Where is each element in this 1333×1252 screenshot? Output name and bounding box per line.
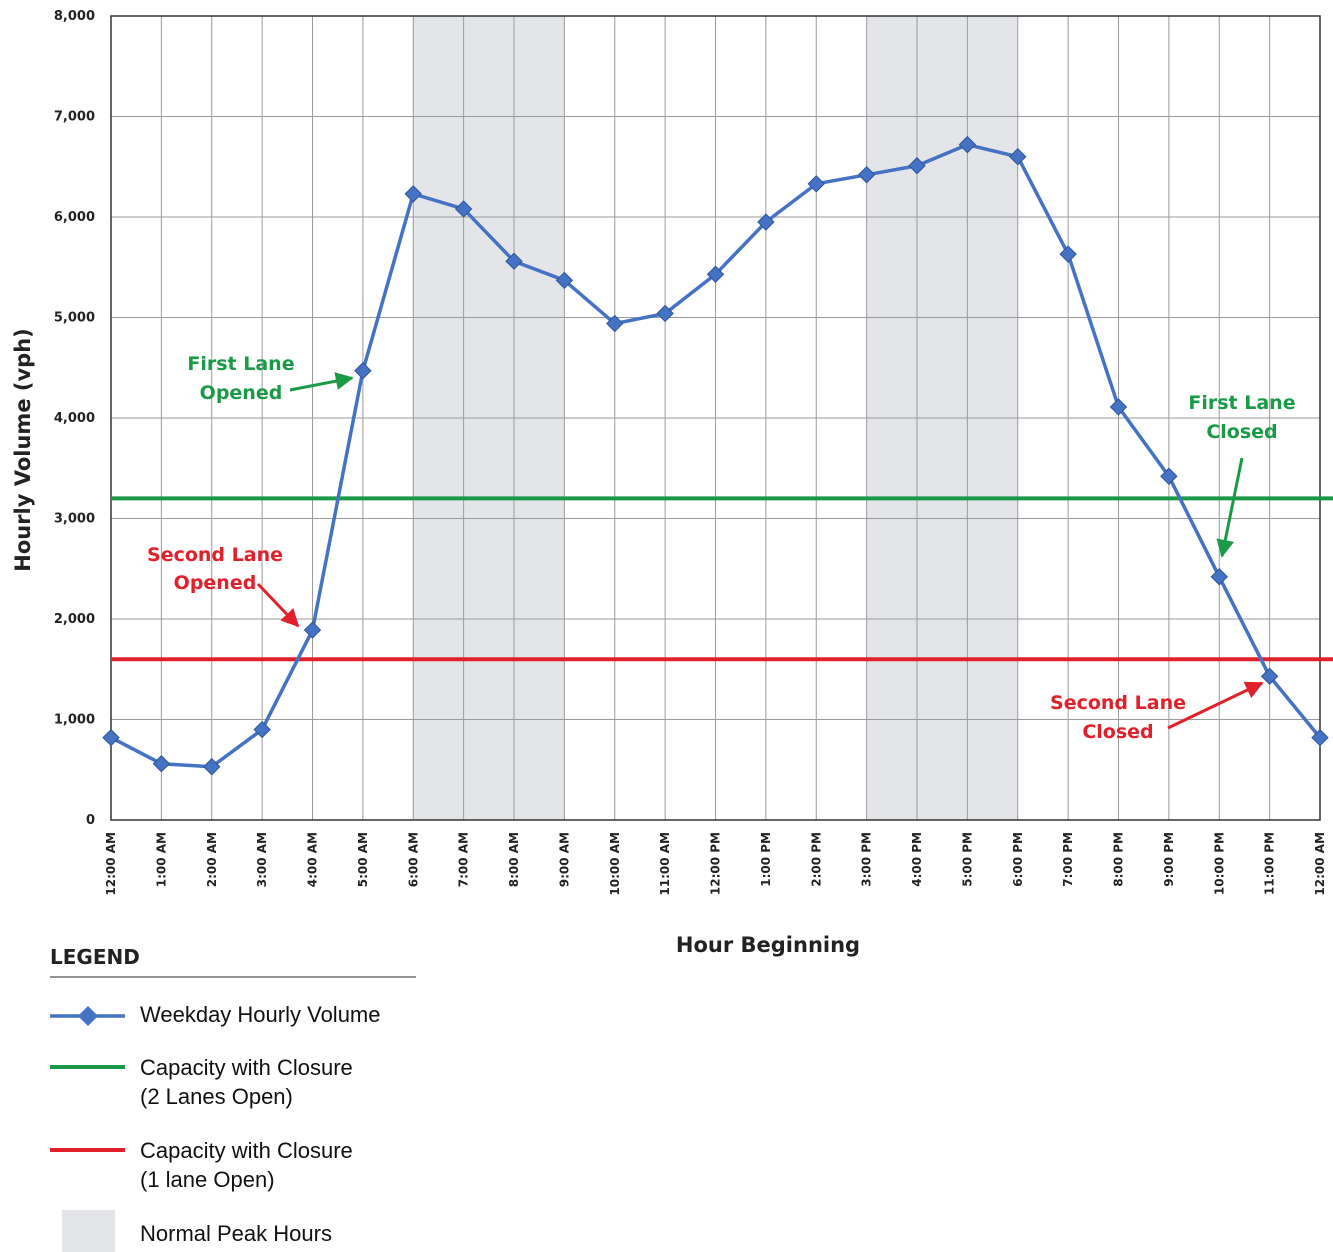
x-tick-label: 6:00 PM [1011,832,1025,887]
x-tick-label: 9:00 PM [1162,832,1176,887]
x-tick-label: 12:00 PM [709,832,723,895]
y-tick-label: 7,000 [54,110,95,125]
volume-series [102,135,1329,776]
y-tick-label: 1,000 [54,713,95,728]
gridlines [110,15,1321,821]
data-point [958,135,977,154]
data-point [1210,568,1228,586]
x-axis-ticks: 12:00 AM 1:00 AM 2:00 AM 3:00 AM 4:00 AM 5:00… [104,832,1327,896]
x-tick-label: 10:00 AM [608,832,622,896]
data-point [857,166,876,184]
data-point [102,728,120,747]
y-tick-label: 2,000 [54,612,95,627]
x-tick-label: 10:00 PM [1212,832,1226,895]
y-tick-label: 3,000 [54,512,95,527]
arrow-second-lane-closed [1167,681,1264,730]
capacity-lines [111,496,1333,662]
legend-label: Capacity with Closure (2 Lanes Open) [140,1055,353,1109]
y-tick-label: 4,000 [54,411,95,426]
y-tick-label: 6,000 [54,210,95,225]
data-point [152,755,171,773]
annotation-second-lane-closed: Second Lane Closed [1050,692,1186,743]
x-axis-title: Hour Beginning [676,933,860,957]
data-point [757,213,775,231]
plot-frame [110,15,1321,821]
data-point [706,265,725,283]
annotation-first-lane-opened: First Lane Opened [187,353,294,404]
legend-label: Capacity with Closure (1 lane Open) [140,1138,353,1192]
y-tick-label: 5,000 [54,311,95,326]
data-point [203,758,221,776]
data-point [555,271,574,290]
x-tick-label: 8:00 PM [1112,832,1126,887]
data-point [354,362,372,380]
legend-title: LEGEND [50,945,140,969]
arrow-first-lane-closed [1216,457,1244,558]
x-tick-label: 2:00 PM [809,832,823,887]
data-point [1009,147,1027,166]
data-point [253,720,271,739]
x-tick-label: 11:00 AM [658,832,672,896]
data-point [505,252,523,270]
x-tick-label: 1:00 AM [154,832,168,887]
legend: LEGEND Weekday Hourly Volume Capacity with… [50,945,416,1252]
data-point [656,304,674,323]
y-axis-ticks: 0 1,000 2,000 3,000 4,000 5,000 6,000 7,000 8,00… [54,9,95,828]
y-tick-label: 8,000 [54,9,95,24]
data-point [1109,398,1128,416]
x-tick-label: 12:00 AM [104,832,118,896]
x-tick-label: 3:00 AM [255,832,269,887]
x-tick-label: 1:00 PM [759,832,773,887]
data-point [404,185,422,203]
x-tick-label: 4:00 AM [306,832,320,887]
x-tick-label: 9:00 AM [557,832,571,887]
arrow-second-lane-opened [256,582,300,628]
x-tick-label: 4:00 PM [910,832,924,887]
x-tick-label: 6:00 AM [406,832,420,887]
legend-label: Weekday Hourly Volume [140,1002,381,1027]
data-point [606,314,624,333]
data-point [1160,467,1178,485]
data-point [1059,245,1077,263]
legend-swatch-marker [78,1006,98,1026]
y-axis-title: Hourly Volume (vph) [11,328,35,572]
legend-swatch-band [62,1210,115,1252]
x-tick-label: 3:00 PM [860,832,874,887]
x-tick-label: 7:00 AM [457,832,471,887]
x-tick-label: 5:00 PM [960,832,974,887]
data-point [1260,667,1279,685]
data-point [1311,728,1329,747]
data-point [908,157,926,175]
annotations: First Lane Opened Second Lane Opened First L… [147,353,1296,743]
data-point [303,621,322,639]
x-tick-label: 7:00 PM [1061,832,1075,887]
x-tick-label: 12:00 AM [1313,832,1327,896]
data-point [807,175,825,193]
y-tick-label: 0 [86,813,95,828]
x-tick-label: 8:00 AM [507,832,521,887]
arrow-first-lane-opened [289,372,354,392]
x-tick-label: 2:00 AM [205,832,219,887]
data-point [454,200,473,218]
annotation-second-lane-opened: Second Lane Opened [147,544,283,594]
annotation-first-lane-closed: First Lane Closed [1188,392,1295,443]
legend-label: Normal Peak Hours [140,1221,332,1246]
x-tick-label: 11:00 PM [1263,832,1277,895]
x-tick-label: 5:00 AM [356,832,370,887]
